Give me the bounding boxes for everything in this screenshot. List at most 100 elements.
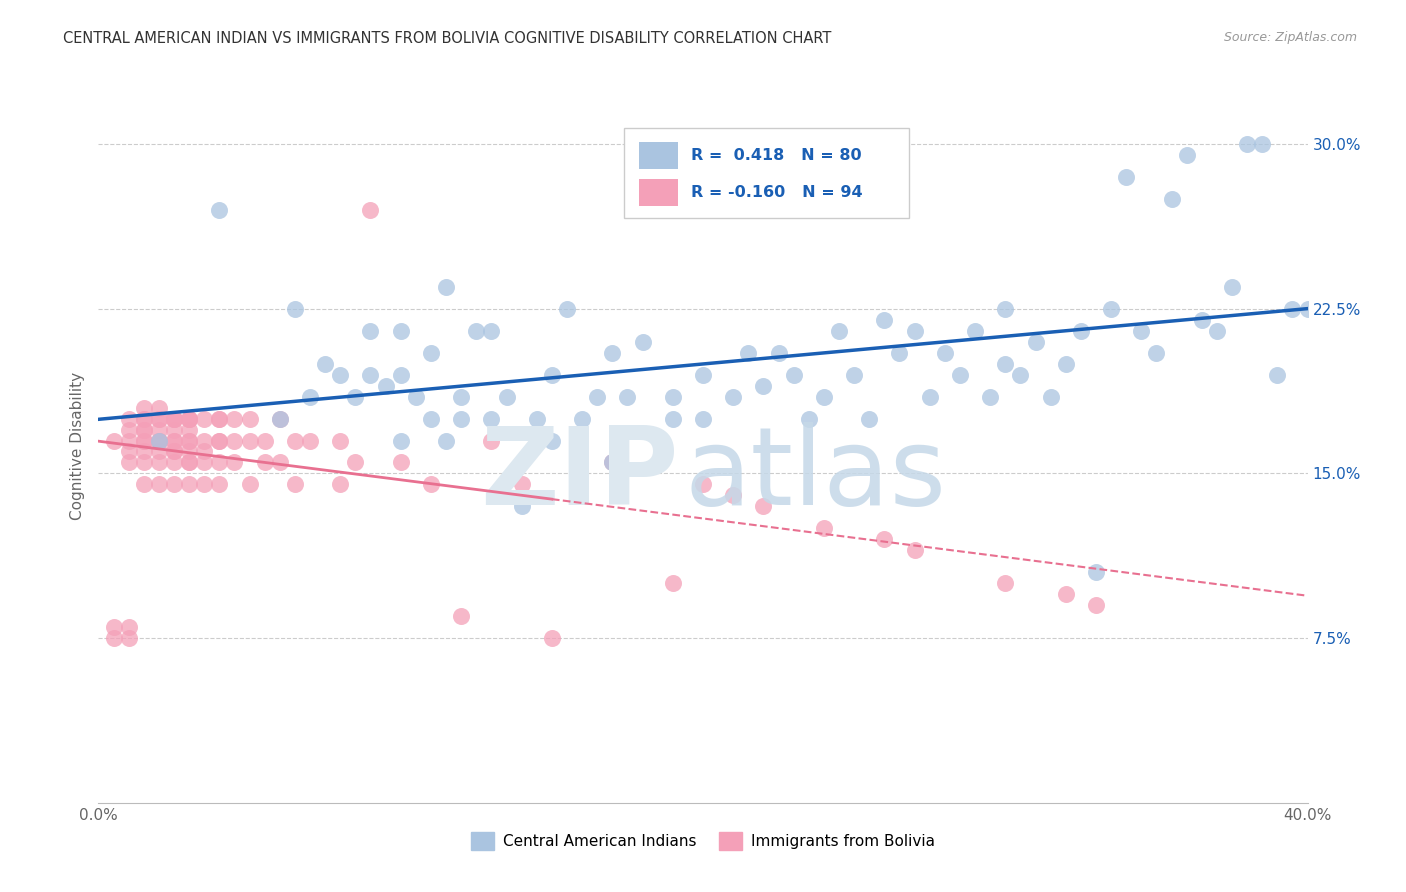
Point xyxy=(329,477,352,491)
Point xyxy=(1070,324,1092,338)
Point xyxy=(692,411,714,425)
Point xyxy=(813,521,835,535)
Point xyxy=(193,444,215,458)
Point xyxy=(661,390,683,404)
Point xyxy=(389,368,412,382)
Point xyxy=(148,411,170,425)
Point xyxy=(555,301,578,316)
Point xyxy=(148,477,170,491)
Point xyxy=(239,477,262,491)
Point xyxy=(904,324,927,338)
Point xyxy=(163,434,186,448)
Point xyxy=(208,434,231,448)
Point xyxy=(858,411,880,425)
Point xyxy=(1024,334,1046,349)
Point xyxy=(526,411,548,425)
Point xyxy=(510,500,533,514)
Point xyxy=(828,324,851,338)
Point xyxy=(1281,301,1303,316)
Point xyxy=(208,411,231,425)
Point xyxy=(768,345,790,359)
Point xyxy=(132,411,155,425)
Text: CENTRAL AMERICAN INDIAN VS IMMIGRANTS FROM BOLIVIA COGNITIVE DISABILITY CORRELAT: CENTRAL AMERICAN INDIAN VS IMMIGRANTS FR… xyxy=(63,31,831,46)
Point xyxy=(269,455,291,469)
Point xyxy=(994,357,1017,371)
Point xyxy=(420,477,443,491)
Point xyxy=(1191,312,1213,326)
Point xyxy=(949,368,972,382)
Point xyxy=(450,609,472,624)
Point xyxy=(148,434,170,448)
Point xyxy=(965,324,987,338)
Point xyxy=(979,390,1001,404)
Point xyxy=(118,620,141,634)
Point xyxy=(813,390,835,404)
Point xyxy=(389,455,412,469)
Point xyxy=(224,455,246,469)
Point xyxy=(873,312,896,326)
Point xyxy=(797,411,820,425)
Point xyxy=(434,434,457,448)
Point xyxy=(193,411,215,425)
Point xyxy=(163,455,186,469)
Point xyxy=(118,423,141,437)
Point xyxy=(723,390,745,404)
Point xyxy=(163,444,186,458)
Point xyxy=(873,533,896,547)
Point xyxy=(465,324,488,338)
Point xyxy=(132,411,155,425)
Point xyxy=(602,455,624,469)
Point xyxy=(994,576,1017,591)
Point xyxy=(661,411,683,425)
Point xyxy=(284,301,307,316)
Point xyxy=(450,411,472,425)
Point xyxy=(163,411,186,425)
Point xyxy=(723,488,745,502)
Point xyxy=(118,444,141,458)
Point xyxy=(132,444,155,458)
Point xyxy=(239,411,262,425)
Point xyxy=(329,368,352,382)
Point xyxy=(132,423,155,437)
Point xyxy=(481,324,503,338)
Point xyxy=(616,390,638,404)
Point xyxy=(163,434,186,448)
Point xyxy=(148,455,170,469)
Point xyxy=(179,455,201,469)
Text: Source: ZipAtlas.com: Source: ZipAtlas.com xyxy=(1223,31,1357,45)
Point xyxy=(1220,280,1243,294)
Point xyxy=(934,345,956,359)
Point xyxy=(1115,169,1137,184)
Point xyxy=(692,368,714,382)
Point xyxy=(844,368,866,382)
Point xyxy=(692,477,714,491)
Point xyxy=(602,345,624,359)
Point xyxy=(1175,148,1198,162)
Point xyxy=(208,477,231,491)
Point xyxy=(405,390,427,404)
Point xyxy=(148,444,170,458)
Point xyxy=(1251,137,1274,152)
Point xyxy=(299,390,322,404)
Point xyxy=(344,390,367,404)
Point xyxy=(737,345,759,359)
Point xyxy=(148,423,170,437)
Point xyxy=(132,434,155,448)
Point xyxy=(1039,390,1062,404)
Point xyxy=(179,411,201,425)
Point xyxy=(783,368,806,382)
Point xyxy=(389,324,412,338)
Point xyxy=(103,631,125,645)
Point xyxy=(132,477,155,491)
Point xyxy=(148,434,170,448)
Point xyxy=(481,434,503,448)
Point xyxy=(420,411,443,425)
Point xyxy=(163,477,186,491)
Point xyxy=(360,324,382,338)
Point xyxy=(148,401,170,415)
Point xyxy=(450,390,472,404)
Point xyxy=(118,631,141,645)
Point xyxy=(253,434,276,448)
Point xyxy=(1296,301,1319,316)
Point xyxy=(1085,598,1108,612)
